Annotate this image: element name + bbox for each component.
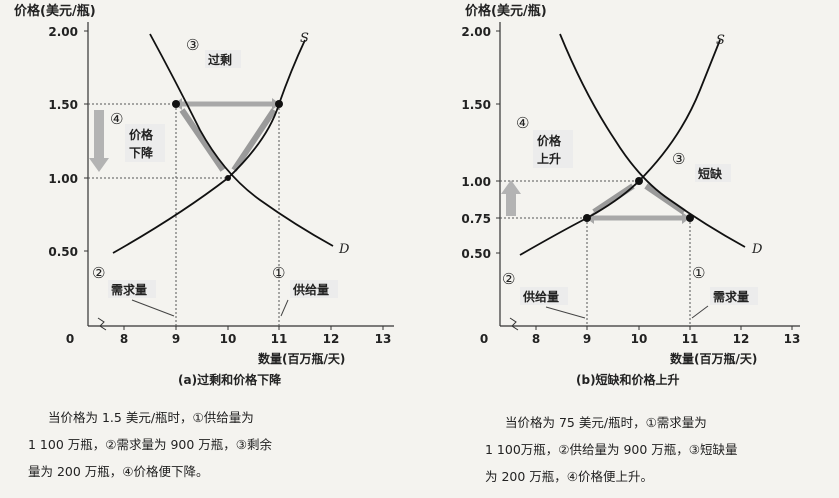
panel-a-ytick-label: 1.50 bbox=[48, 98, 78, 112]
panel-b-guides bbox=[500, 180, 691, 326]
panel-b-price-up-arrow bbox=[506, 192, 516, 216]
panel-b-equilibrium-point bbox=[635, 177, 643, 185]
panel-a-xtick-label: 8 bbox=[120, 332, 128, 346]
panel-a-note-line: 当价格为 1.5 美元/瓶时，①供给量为 bbox=[48, 410, 254, 425]
panel-a-marker-3: ③ bbox=[186, 36, 199, 54]
panel-b-demand-path-arrow bbox=[644, 183, 686, 215]
panel-a-demand-qty-label: 需求量 bbox=[111, 282, 147, 297]
panel-a-xtick-label: 13 bbox=[375, 332, 392, 346]
panel-a-x-ticks: 0 8 9 10 11 12 13 bbox=[66, 326, 392, 346]
panel-b-xtick-label: 11 bbox=[682, 332, 699, 346]
panel-b-supply-label: S bbox=[716, 33, 725, 48]
panel-b-demand-label: D bbox=[751, 242, 763, 257]
panel-b-origin-label: 0 bbox=[480, 332, 488, 346]
panel-a-xtick-label: 11 bbox=[271, 332, 288, 346]
panel-a-supply-curve bbox=[112, 39, 306, 254]
panel-b-caption: (b)短缺和价格上升 bbox=[576, 372, 680, 387]
panel-a-supply-label: S bbox=[300, 31, 309, 46]
panel-a-marker-2: ② bbox=[92, 264, 105, 282]
panel-a-axis-break bbox=[97, 317, 107, 331]
panel-a-demand-path-arrow bbox=[179, 108, 226, 172]
panel-a-price-label-2: 下降 bbox=[129, 145, 154, 160]
panel-b-note: 当价格为 75 美元/瓶时，①需求量为 1 100万瓶，②供给量为 900 万瓶… bbox=[485, 415, 738, 484]
panel-b-demand-curve bbox=[559, 33, 746, 248]
panel-a: 价格(美元/瓶) 2.00 1.50 1.00 0.50 0 bbox=[14, 3, 394, 387]
panel-a-xtick-label: 12 bbox=[323, 332, 340, 346]
panel-b-supply-path-arrow bbox=[592, 183, 635, 215]
panel-a-note: 当价格为 1.5 美元/瓶时，①供给量为 1 100 万瓶，②需求量为 900 … bbox=[28, 410, 272, 479]
panel-b-marker-3: ③ bbox=[672, 150, 685, 168]
panel-a-supply-path-arrow bbox=[231, 108, 277, 172]
panel-a-ytick-label: 0.50 bbox=[48, 245, 78, 259]
panel-b-shortage-label: 短缺 bbox=[698, 166, 723, 181]
panel-b-note-line: 当价格为 75 美元/瓶时，①需求量为 bbox=[505, 415, 707, 430]
panel-b-marker-1: ① bbox=[692, 264, 705, 282]
panel-b-xtick-label: 13 bbox=[784, 332, 801, 346]
panel-b-y-ticks: 2.00 1.50 1.00 0.75 0.50 bbox=[461, 25, 500, 261]
panel-b-arrows bbox=[501, 180, 690, 224]
panel-b-price-label-1: 价格 bbox=[537, 133, 562, 148]
panel-b-point-demand bbox=[686, 214, 694, 222]
panel-a-xlabel: 数量(百万瓶/天) bbox=[258, 351, 345, 366]
panel-b-xtick-label: 10 bbox=[631, 332, 648, 346]
panel-b-ytick-label: 0.50 bbox=[461, 247, 491, 261]
panel-a-demand-label: D bbox=[338, 242, 350, 257]
panel-a-xtick-label: 9 bbox=[172, 332, 180, 346]
panel-a-point-demand bbox=[172, 100, 180, 108]
panel-b-x-ticks: 0 8 9 10 11 12 13 bbox=[480, 326, 801, 346]
panel-b-marker-2: ② bbox=[502, 270, 515, 288]
panel-b-marker-4: ④ bbox=[516, 114, 529, 132]
panel-a-marker-4: ④ bbox=[110, 110, 123, 128]
panel-a-marker-1: ① bbox=[272, 264, 285, 282]
panel-b-point-supply bbox=[583, 214, 591, 222]
panel-a-ylabel: 价格(美元/瓶) bbox=[14, 3, 96, 19]
panel-a-ytick-label: 1.00 bbox=[48, 172, 78, 186]
panel-b-supply-qty-label: 供给量 bbox=[522, 289, 559, 304]
panel-a-supply-qty-label: 供给量 bbox=[292, 282, 329, 297]
panel-a-origin-label: 0 bbox=[66, 332, 74, 346]
panel-a-y-ticks: 2.00 1.50 1.00 0.50 bbox=[48, 25, 88, 259]
panel-b-axis-break bbox=[509, 317, 519, 331]
panel-b-ytick-label: 0.75 bbox=[461, 212, 491, 226]
panel-b: 价格(美元/瓶) 2.00 1.50 1.00 0.75 0.50 0 bbox=[461, 3, 800, 387]
panel-a-price-label-1: 价格 bbox=[129, 127, 154, 142]
panel-b-ytick-label: 2.00 bbox=[461, 25, 491, 39]
panel-a-surplus-label: 过剩 bbox=[208, 52, 232, 67]
panel-b-xtick-label: 9 bbox=[583, 332, 591, 346]
panel-b-ytick-label: 1.00 bbox=[461, 175, 491, 189]
panel-a-point-supply bbox=[275, 100, 283, 108]
panel-b-ylabel: 价格(美元/瓶) bbox=[465, 3, 547, 19]
panel-b-xtick-label: 12 bbox=[733, 332, 750, 346]
panel-a-note-line: 量为 200 万瓶，④价格便下降。 bbox=[28, 464, 209, 479]
panel-b-note-line: 为 200 万瓶，④价格便上升。 bbox=[485, 469, 653, 484]
panel-a-ytick-label: 2.00 bbox=[48, 25, 78, 39]
panel-b-ytick-label: 1.50 bbox=[461, 98, 491, 112]
panel-a-caption: (a)过剩和价格下降 bbox=[178, 372, 282, 387]
panel-b-demand-qty-label: 需求量 bbox=[713, 289, 749, 304]
panel-a-guides bbox=[88, 103, 280, 326]
panel-b-xlabel: 数量(百万瓶/天) bbox=[670, 351, 757, 366]
panel-b-note-line: 1 100万瓶，②供给量为 900 万瓶，③短缺量 bbox=[485, 442, 738, 457]
panel-a-xtick-label: 10 bbox=[220, 332, 237, 346]
panel-a-equilibrium-point bbox=[225, 175, 231, 181]
panel-b-price-label-2: 上升 bbox=[537, 151, 561, 166]
panel-b-xtick-label: 8 bbox=[532, 332, 540, 346]
panel-a-demand-curve bbox=[149, 33, 334, 247]
panel-a-arrows bbox=[89, 98, 280, 172]
panel-a-note-line: 1 100 万瓶，②需求量为 900 万瓶，③剩余 bbox=[28, 437, 272, 452]
panel-a-price-down-arrow bbox=[94, 110, 104, 160]
